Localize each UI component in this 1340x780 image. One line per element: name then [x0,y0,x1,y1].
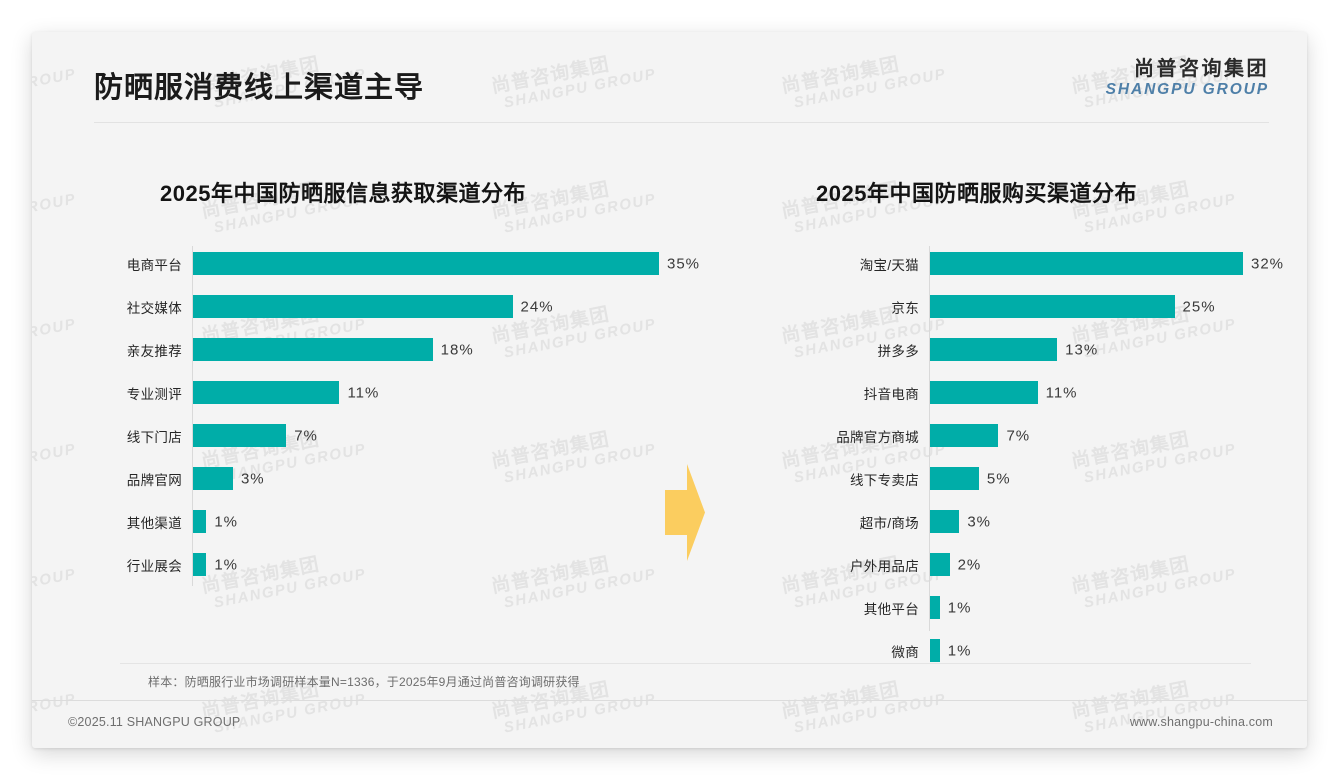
bar-category-label: 线下专卖店 [850,472,919,488]
bar-row: 亲友推荐 18% [94,338,714,361]
chart-axis-left [192,246,193,586]
bar-category-label: 户外用品店 [850,558,919,574]
bar-row: 淘宝/天猫 32% [754,252,1299,275]
bar-value-label: 3% [240,470,265,487]
footnote: 样本：防晒服行业市场调研样本量N=1336，于2025年9月通过尚普咨询调研获得 [32,663,1307,690]
bar-category-label: 微商 [891,644,919,660]
charts-area: 2025年中国防晒服信息获取渠道分布 电商平台 35% 社交媒体 24% 亲友推荐 18%… [32,122,1307,748]
bar-row: 线下门店 7% [94,424,714,447]
slide-header: 防晒服消费线上渠道主导 尚普咨询集团 SHANGPU GROUP [32,32,1307,122]
bar-row: 行业展会 1% [94,553,714,576]
bar-row: 其他平台 1% [754,596,1299,619]
bar-row: 拼多多 13% [754,338,1299,361]
bar-value-label: 1% [947,642,972,659]
bar-row: 抖音电商 11% [754,381,1299,404]
bar-row: 专业测评 11% [94,381,714,404]
bar-value-label: 5% [986,470,1011,487]
bar-category-label: 亲友推荐 [126,343,182,359]
chart-panel-info-channels: 2025年中国防晒服信息获取渠道分布 电商平台 35% 社交媒体 24% 亲友推荐 18%… [94,122,714,596]
bar [930,252,1243,275]
footnote-text: 样本：防晒服行业市场调研样本量N=1336，于2025年9月通过尚普咨询调研获得 [148,675,580,689]
bar-row: 电商平台 35% [94,252,714,275]
bar-value-label: 35% [667,255,701,272]
bar-value-label: 1% [214,556,238,573]
slide-footer: ©2025.11 SHANGPU GROUP www.shangpu-china… [32,700,1307,748]
bar-row: 社交媒体 24% [94,295,714,318]
page-title: 防晒服消费线上渠道主导 [94,72,425,104]
bar-row: 线下专卖店 5% [754,467,1299,490]
bar-chart-right: 淘宝/天猫 32% 京东 25% 拼多多 13% 抖音电商 11% 品牌官方商城 7% 线下专卖店 5… [754,246,1299,662]
bar-value-label: 11% [347,384,380,401]
bar-value-label: 7% [1006,427,1031,444]
bar [193,295,513,318]
bar-category-label: 线下门店 [126,429,182,445]
bar-category-label: 拼多多 [877,343,919,359]
bar-category-label: 抖音电商 [863,386,919,402]
bar-value-label: 2% [957,556,982,573]
bar-category-label: 品牌官方商城 [836,429,919,445]
bar-value-label: 1% [214,513,238,530]
bar [930,467,979,490]
bar-category-label: 超市/商场 [859,515,919,531]
bar [193,553,207,576]
bar [930,596,940,619]
chart-title-right: 2025年中国防晒服购买渠道分布 [816,181,1137,206]
bar-value-label: 1% [947,599,972,616]
bar [193,424,287,447]
bar-row: 超市/商场 3% [754,510,1299,533]
bar-category-label: 其他平台 [863,601,919,617]
bar-category-label: 淘宝/天猫 [859,257,919,273]
bar-row: 品牌官网 3% [94,467,714,490]
bar-row: 户外用品店 2% [754,553,1299,576]
bar-value-label: 7% [294,427,318,444]
bar [930,639,940,662]
bar-chart-left: 电商平台 35% 社交媒体 24% 亲友推荐 18% 专业测评 11% 线下门店 7% 品牌官网 3%… [94,246,714,586]
bar-category-label: 京东 [891,300,919,316]
bar-value-label: 11% [1045,384,1078,401]
company-logo: 尚普咨询集团 SHANGPU GROUP [1106,58,1269,100]
bar [193,467,233,490]
logo-chinese-name: 尚普咨询集团 [1134,58,1269,80]
chart-panel-purchase-channels: 2025年中国防晒服购买渠道分布 淘宝/天猫 32% 京东 25% 拼多多 13% 抖音电商… [754,122,1299,682]
bar-value-label: 18% [440,341,474,358]
copyright-text: ©2025.11 SHANGPU GROUP [68,715,241,729]
bar-category-label: 电商平台 [126,257,182,273]
bar [930,381,1038,404]
website-link[interactable]: www.shangpu-china.com [1129,715,1273,729]
chart-title-left: 2025年中国防晒服信息获取渠道分布 [160,181,526,206]
bar [930,338,1058,361]
bar [930,295,1175,318]
bar [193,338,433,361]
bar-value-label: 3% [967,513,992,530]
logo-english-name: SHANGPU GROUP [1105,81,1269,98]
bar-category-label: 其他渠道 [126,515,182,531]
right-arrow-icon [665,464,705,561]
bar [193,381,340,404]
bar-row: 品牌官方商城 7% [754,424,1299,447]
bar-category-label: 社交媒体 [126,300,182,316]
bar-value-label: 24% [520,298,554,315]
bar-value-label: 32% [1251,255,1285,272]
bar-value-label: 25% [1182,298,1216,315]
bar-row: 其他渠道 1% [94,510,714,533]
bar-value-label: 13% [1065,341,1099,358]
bar [193,252,659,275]
bar-category-label: 品牌官网 [126,472,182,488]
bar-category-label: 行业展会 [126,558,182,574]
footnote-divider [120,663,1251,664]
bar-row: 京东 25% [754,295,1299,318]
header-divider [94,122,1269,123]
chart-axis-right [929,246,930,631]
bar-row: 微商 1% [754,639,1299,662]
bar [930,510,960,533]
bar [193,510,207,533]
footer-divider [32,700,1307,701]
bar-category-label: 专业测评 [126,386,182,402]
bar [930,553,950,576]
bar [930,424,999,447]
